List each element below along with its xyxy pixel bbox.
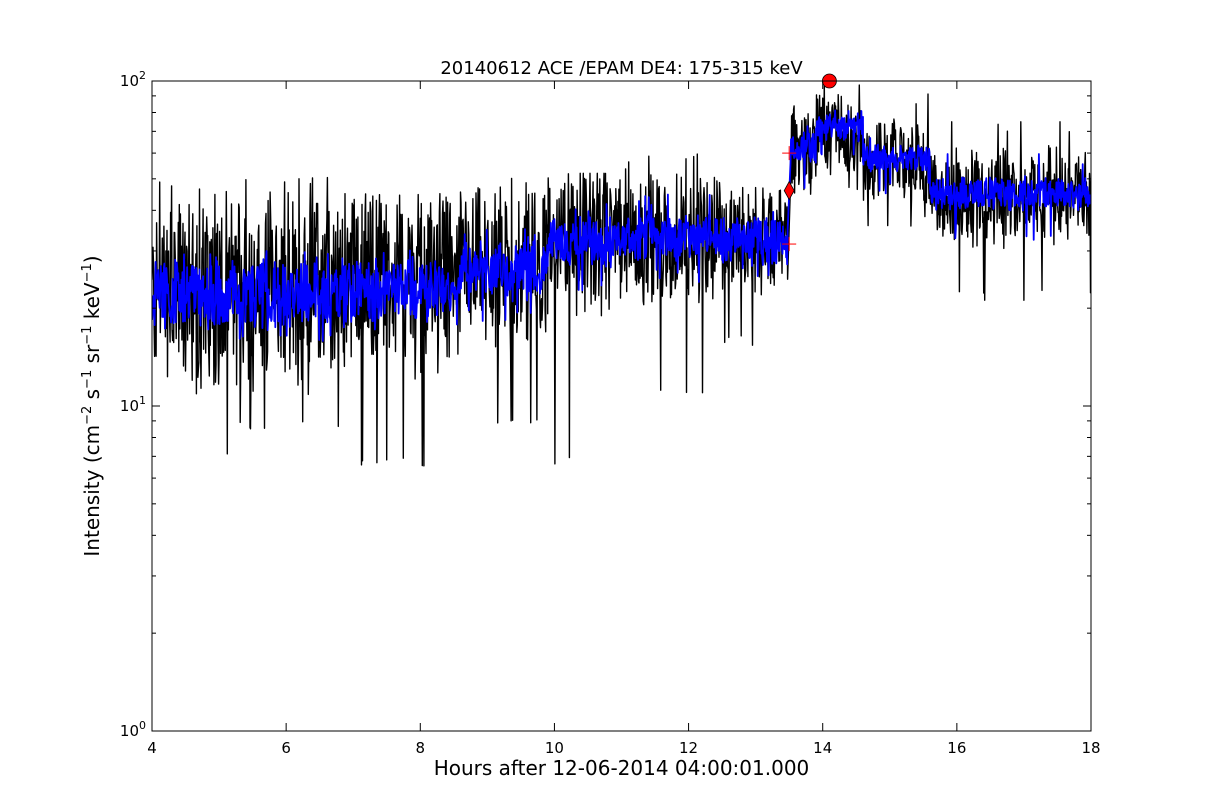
y-axis-title-sup3: −1 xyxy=(80,326,95,345)
y-axis-title-sup2: −1 xyxy=(80,370,95,389)
y-tick-label: 100 xyxy=(120,719,146,740)
x-tick-label: 4 xyxy=(147,739,157,757)
ticks-layer: 4 6 8 10 12 14 16 18 100 101 102 xyxy=(120,69,1101,757)
y-tick-label: 102 xyxy=(120,69,146,90)
y-axis-title-prefix: Intensity (cm xyxy=(80,425,104,557)
onset-marker-diamond xyxy=(783,180,795,201)
y-axis-title-mid2: sr xyxy=(80,344,104,370)
y-axis-title-sup4: −1 xyxy=(80,263,95,282)
y-axis-title-mid3: keV xyxy=(80,282,104,326)
x-tick-label: 6 xyxy=(281,739,291,757)
y-axis-title-mid1: s xyxy=(80,389,104,406)
series-line-smoothed xyxy=(152,109,1091,342)
x-tick-label: 18 xyxy=(1081,739,1100,757)
y-axis-title-sup1: −2 xyxy=(80,406,95,425)
x-tick-label: 10 xyxy=(545,739,564,757)
y-axis-title: Intensity (cm−2 s−1 sr−1 keV−1) xyxy=(80,255,104,556)
chart-title: 20140612 ACE /EPAM DE4: 175-315 keV xyxy=(440,58,803,79)
y-tick-label: 101 xyxy=(120,394,146,415)
x-tick-label: 12 xyxy=(679,739,698,757)
x-tick-label: 8 xyxy=(416,739,426,757)
x-tick-label: 14 xyxy=(813,739,832,757)
series-layer xyxy=(152,84,1091,467)
x-tick-label: 16 xyxy=(947,739,966,757)
y-axis-title-suffix: ) xyxy=(80,255,104,263)
x-axis-title: Hours after 12-06-2014 04:00:01.000 xyxy=(434,756,810,780)
